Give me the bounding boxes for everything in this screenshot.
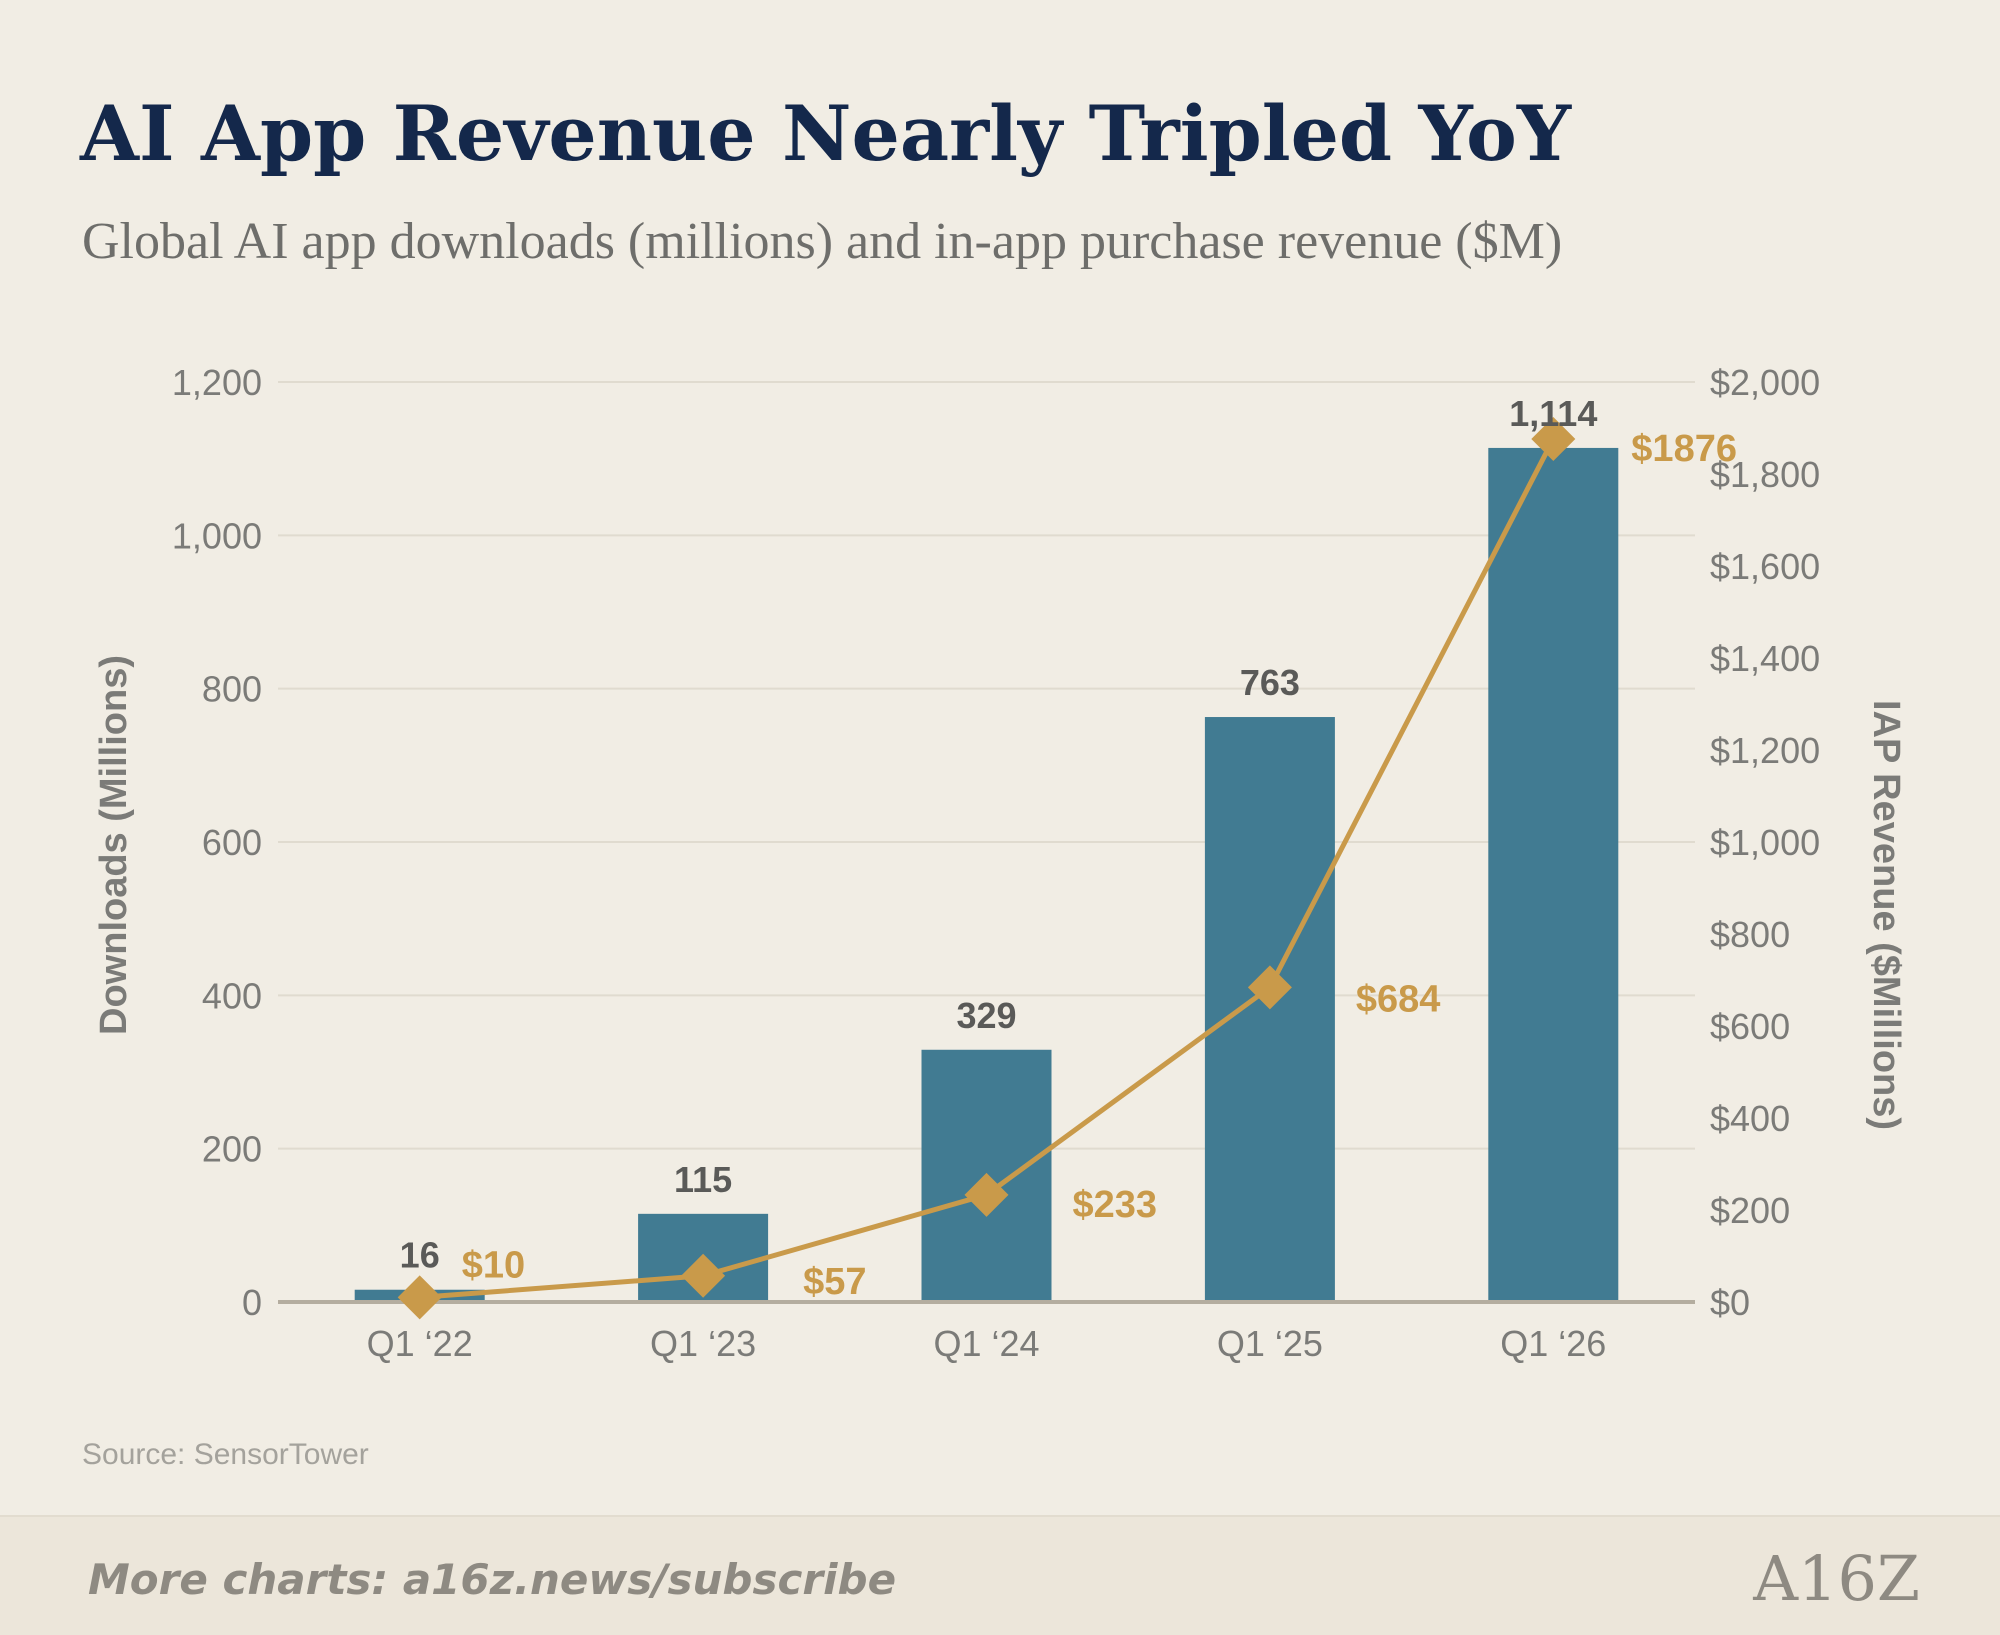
- y2-tick-label: $1,400: [1710, 638, 1820, 679]
- left-axis: 0 200 400 600 800 1,000 1,200: [172, 362, 262, 1323]
- source-note: Source: SensorTower: [82, 1438, 369, 1471]
- y2-tick-label: $1,200: [1710, 730, 1820, 771]
- y-tick-label: 200: [202, 1129, 262, 1170]
- revenue-value-label: $10: [462, 1244, 525, 1286]
- y2-tick-label: $200: [1710, 1190, 1790, 1231]
- bar-value-label: 763: [1240, 662, 1300, 703]
- bar-value-label: 329: [956, 995, 1016, 1036]
- y2-tick-label: $1,800: [1710, 454, 1820, 495]
- y-tick-label: 1,000: [172, 515, 262, 556]
- bar: [1204, 717, 1335, 1302]
- revenue-value-label: $57: [803, 1261, 866, 1303]
- right-axis: $0 $200 $400 $600 $800 $1,000 $1,200 $1,400 $1,6…: [1710, 362, 1820, 1323]
- y-axis-label: Downloads (Millions): [93, 655, 135, 1035]
- x-tick-label: Q1 ‘26: [1500, 1323, 1606, 1364]
- y2-tick-label: $800: [1710, 914, 1790, 955]
- revenue-value-label: $233: [1073, 1184, 1158, 1226]
- x-tick-label: Q1 ‘25: [1217, 1323, 1323, 1364]
- revenue-marker: [397, 1275, 442, 1320]
- x-tick-label: Q1 ‘24: [933, 1323, 1039, 1364]
- y2-tick-label: $2,000: [1710, 362, 1820, 403]
- y2-tick-label: $1,000: [1710, 822, 1820, 863]
- bar: [1488, 447, 1619, 1302]
- bar-value-label: 115: [674, 1159, 732, 1200]
- y2-tick-label: $1,600: [1710, 546, 1820, 587]
- revenue-marker: [1247, 965, 1292, 1010]
- chart-title: AI App Revenue Nearly Tripled YoY: [79, 89, 1572, 178]
- revenue-value-label: $1876: [1631, 428, 1737, 470]
- a16z-logo: A16Z: [1752, 1542, 1920, 1615]
- bar-data-labels: 16 115 329 763 1,114: [400, 393, 1598, 1276]
- line-series: [397, 417, 1576, 1320]
- revenue-value-label: $684: [1356, 978, 1441, 1020]
- revenue-marker: [964, 1172, 1009, 1217]
- y-tick-label: 600: [202, 822, 262, 863]
- y-tick-label: 400: [202, 975, 262, 1016]
- footer-cta: More charts: a16z.news/subscribe: [88, 1555, 896, 1604]
- footer-band: [0, 1515, 2000, 1635]
- y2-tick-label: $600: [1710, 1006, 1790, 1047]
- bar-value-label: 1,114: [1509, 393, 1597, 434]
- y2-tick-label: $0: [1710, 1282, 1750, 1323]
- revenue-marker: [1531, 417, 1576, 462]
- x-tick-label: Q1 ‘23: [650, 1323, 756, 1364]
- bar-value-label: 16: [400, 1235, 440, 1276]
- y-tick-label: 800: [202, 669, 262, 710]
- chart-subtitle: Global AI app downloads (millions) and i…: [82, 213, 1562, 270]
- y2-tick-label: $400: [1710, 1098, 1790, 1139]
- x-axis: Q1 ‘22 Q1 ‘23 Q1 ‘24 Q1 ‘25 Q1 ‘26: [367, 1323, 1607, 1364]
- y-tick-label: 1,200: [172, 362, 262, 403]
- revenue-marker: [681, 1253, 726, 1298]
- line-data-labels: $10 $57 $233 $684 $1876: [462, 428, 1737, 1303]
- y2-axis-label: IAP Revenue ($Millions): [1865, 700, 1907, 1130]
- y-tick-label: 0: [242, 1282, 262, 1323]
- x-tick-label: Q1 ‘22: [367, 1323, 473, 1364]
